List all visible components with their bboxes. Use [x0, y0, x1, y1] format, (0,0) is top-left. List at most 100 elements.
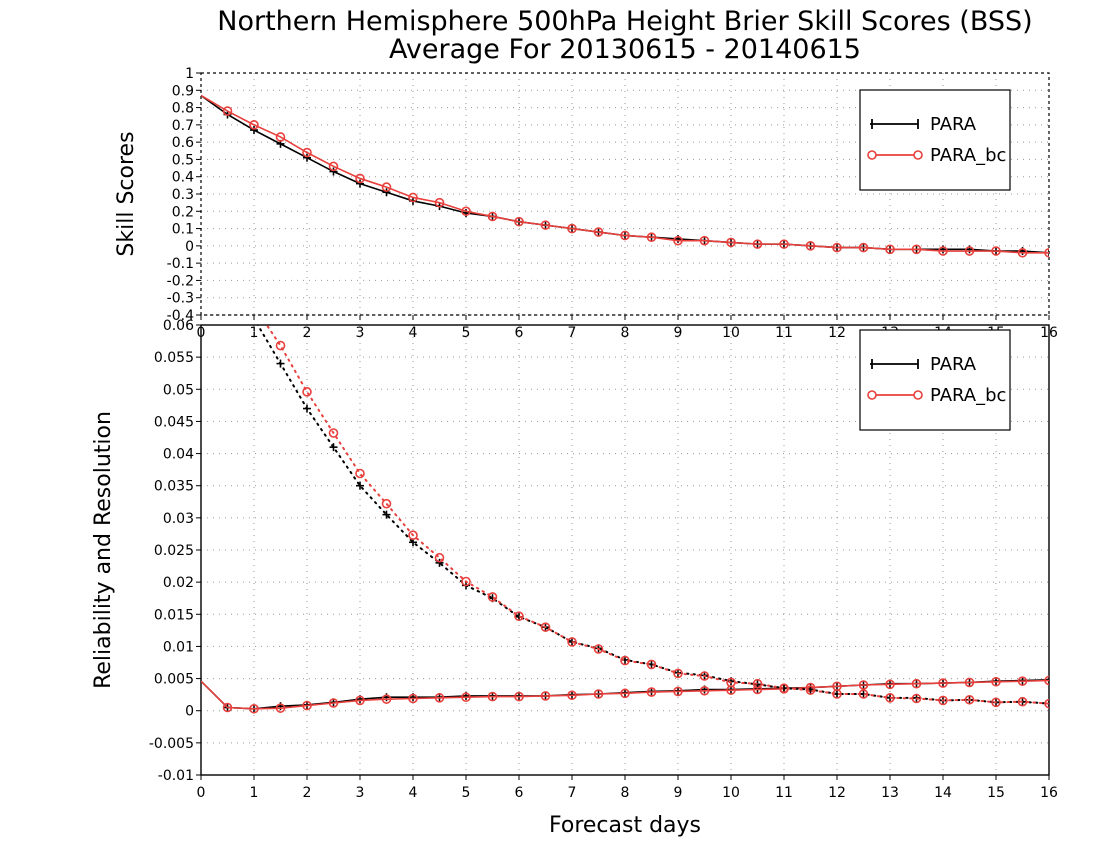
- y-tick-label: 0.03: [163, 511, 194, 527]
- y-tick-label: 0: [185, 239, 194, 255]
- y-tick-label: 0.5: [172, 152, 194, 168]
- y-tick-label: 0.005: [154, 672, 194, 688]
- data-point-PARA_bc: [514, 691, 524, 702]
- data-point-PARA_bc: [620, 655, 630, 666]
- data-point-PARA_bc: [991, 676, 1001, 687]
- data-point-PARA_bc: [302, 387, 312, 397]
- data-point-PARA_bc: [302, 700, 312, 711]
- y-tick-label: 0.6: [172, 135, 194, 151]
- x-tick-label: 14: [934, 785, 952, 801]
- data-point-PARA_bc: [275, 340, 286, 351]
- legend-item-PARA: PARA: [870, 114, 977, 135]
- data-point-PARA_bc: [726, 677, 736, 688]
- data-point-PARA_bc: [964, 246, 975, 256]
- data-point-PARA_bc: [355, 468, 365, 479]
- series-line-PARA_bc-reliability: [201, 679, 1049, 710]
- legend-item-PARA_bc: PARA_bc: [867, 145, 1006, 166]
- series-group: [201, 244, 1049, 714]
- data-point-PARA: [329, 443, 338, 452]
- panel-1: -0.4-0.3-0.2-0.100.10.20.30.40.50.60.70.…: [114, 66, 1058, 341]
- x-tick-label: 9: [674, 325, 683, 341]
- y-tick-label: 0.8: [172, 101, 194, 117]
- y-tick-label: 1: [185, 66, 194, 82]
- data-point-PARA_bc: [487, 592, 498, 602]
- data-point-PARA_bc: [222, 702, 233, 713]
- data-point-PARA_bc: [567, 223, 577, 234]
- data-point-PARA_bc: [1017, 247, 1028, 258]
- y-tick-label: 0.1: [172, 222, 194, 238]
- data-point-PARA_bc: [699, 235, 710, 246]
- y-tick-label: 0.04: [163, 447, 194, 463]
- x-tick-label: 1: [250, 325, 259, 341]
- data-point-PARA_bc: [752, 239, 763, 249]
- data-point-PARA_bc: [222, 106, 233, 116]
- data-point-PARA_bc: [726, 237, 736, 248]
- data-point-PARA: [382, 510, 391, 519]
- y-tick-label: 0.045: [154, 414, 194, 430]
- data-point-PARA: [382, 188, 391, 197]
- x-tick-label: 10: [722, 325, 740, 341]
- data-point-PARA_bc: [461, 576, 471, 587]
- y-axis-label: Skill Scores: [114, 131, 139, 256]
- data-point-PARA_bc: [964, 694, 975, 705]
- data-point-PARA_bc: [991, 246, 1001, 256]
- data-point-PARA_bc: [408, 192, 418, 203]
- data-point-PARA_bc: [540, 220, 551, 230]
- data-point-PARA_bc: [779, 683, 789, 694]
- x-tick-label: 3: [356, 785, 365, 801]
- data-point-PARA_bc: [593, 689, 604, 699]
- series-line-PARA_bc: [201, 94, 1049, 254]
- data-point-PARA_bc: [461, 692, 471, 703]
- x-tick-label: 11: [775, 325, 793, 341]
- legend-label: PARA: [930, 114, 977, 135]
- data-point-PARA_bc: [938, 246, 948, 256]
- data-point-PARA_bc: [328, 428, 339, 438]
- data-point-PARA_bc: [885, 693, 895, 703]
- data-point-PARA_bc: [249, 120, 259, 130]
- y-tick-label: 0.06: [163, 318, 194, 334]
- data-point-PARA: [356, 179, 364, 188]
- y-tick-label: 0.055: [154, 350, 194, 366]
- x-tick-label: 6: [515, 325, 524, 341]
- data-point-PARA_bc: [885, 679, 895, 690]
- data-point-PARA_bc: [779, 239, 789, 249]
- data-point-PARA_bc: [355, 695, 365, 706]
- data-point-PARA_bc: [1044, 247, 1049, 258]
- data-point-PARA_bc: [275, 703, 286, 713]
- x-tick-label: 11: [775, 785, 793, 801]
- data-point-PARA: [224, 244, 232, 252]
- x-tick-label: 7: [568, 325, 577, 341]
- data-point-PARA_bc: [699, 685, 710, 696]
- x-tick-label: 9: [674, 785, 683, 801]
- data-point-PARA: [435, 558, 444, 567]
- x-tick-label: 8: [621, 325, 630, 341]
- data-point-PARA_bc: [302, 147, 312, 158]
- data-point-PARA_bc: [381, 182, 392, 192]
- series-group: [201, 94, 1049, 258]
- data-point-PARA_bc: [964, 677, 975, 688]
- panel-2: -0.01 -0.005 0 0.005 0.01 0.015 0.02 0.025 0.03 0…: [91, 244, 1058, 801]
- x-tick-label: 13: [881, 785, 899, 801]
- data-point-PARA_bc: [911, 678, 922, 689]
- y-tick-label: 0.035: [154, 479, 194, 495]
- data-point-PARA: [303, 404, 311, 413]
- data-point-PARA_bc: [487, 691, 498, 702]
- x-tick-label: 0: [197, 785, 206, 801]
- y-tick-label: 0.05: [163, 382, 194, 398]
- legend-item-PARA: PARA: [870, 354, 977, 375]
- y-tick-label: 0.4: [172, 170, 194, 186]
- data-point-PARA: [303, 153, 311, 162]
- y-tick-label: 0.3: [172, 187, 194, 203]
- data-point-PARA_bc: [1017, 676, 1028, 686]
- y-tick-label: -0.01: [158, 768, 194, 784]
- y-axis: -0.01 -0.005 0 0.005 0.01 0.015 0.02 0.025 0.03 0…: [149, 318, 201, 784]
- data-point-PARA_bc: [805, 685, 816, 695]
- data-point-PARA_bc: [593, 227, 604, 237]
- data-point-PARA: [329, 167, 338, 176]
- y-tick-label: 0.015: [154, 607, 194, 623]
- data-point-PARA_bc: [275, 132, 286, 142]
- data-point-PARA_bc: [408, 693, 418, 704]
- y-tick-label: -0.005: [149, 736, 194, 752]
- x-tick-label: 10: [722, 785, 740, 801]
